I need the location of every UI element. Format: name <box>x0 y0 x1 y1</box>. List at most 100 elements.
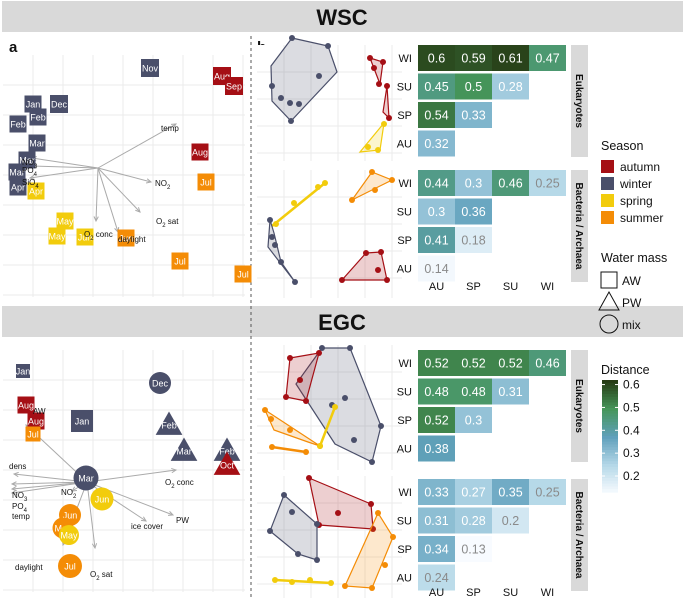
cell-value: 0.46 <box>535 357 559 371</box>
subscript: 2 <box>171 484 175 490</box>
heatmap-cell <box>418 198 455 225</box>
marker-square <box>8 163 26 181</box>
cell-value: 0.18 <box>461 234 485 248</box>
cell-value: 0.54 <box>424 109 448 123</box>
marker-square <box>27 412 45 430</box>
heatmap-cell <box>455 45 492 71</box>
cluster-point <box>367 55 373 61</box>
marker-label: Jan <box>75 417 90 427</box>
cluster-point <box>291 200 297 206</box>
marker-label: Dec <box>51 100 68 110</box>
colorbar-segment <box>602 399 618 403</box>
season-swatch <box>601 194 614 207</box>
marker-square <box>9 115 27 133</box>
colorbar-segment <box>602 413 618 417</box>
cluster-point <box>390 534 396 540</box>
marker-square <box>17 396 35 414</box>
cluster-point <box>267 528 273 534</box>
heatmap-cell <box>455 198 492 225</box>
wsc-header: WSC <box>2 1 683 32</box>
heatmap-cell <box>418 350 455 376</box>
heatmap-cell <box>418 479 455 505</box>
marker-square <box>50 95 68 113</box>
colorbar-segment <box>602 427 618 431</box>
marker-label: Jul <box>174 257 186 267</box>
cluster-point <box>342 583 348 589</box>
vector-label: dens <box>9 462 26 471</box>
marker-square <box>16 364 30 378</box>
cluster-point <box>375 510 381 516</box>
x-axis-label: SU <box>503 281 518 293</box>
cluster-point <box>332 404 338 410</box>
facet-strip-label: Eukaryotes <box>573 74 584 128</box>
cluster-point <box>314 521 320 527</box>
cell-value: 0.31 <box>498 385 522 399</box>
panel-label-a: a <box>9 39 18 56</box>
cluster-point <box>347 345 353 351</box>
cluster-hull <box>382 85 390 120</box>
colorbar-segment <box>602 422 618 426</box>
season-label: summer <box>620 211 663 225</box>
heatmap-cell <box>492 507 529 534</box>
cell-value: 0.31 <box>424 514 448 528</box>
vector-arrow <box>97 167 141 213</box>
cluster-point <box>349 197 355 203</box>
cluster-point <box>339 277 345 283</box>
heatmap-cell <box>455 479 492 505</box>
heatmap-cell <box>418 45 455 71</box>
colorbar-tick-label: 0.6 <box>623 378 640 392</box>
facet-strip-label: Bacteria / Archaea <box>573 183 584 270</box>
vector-arrow <box>31 165 99 169</box>
heatmap-cell <box>455 73 492 100</box>
colorbar-segment <box>602 464 618 468</box>
plot-background <box>257 476 402 598</box>
cluster-point <box>351 437 357 443</box>
distance-heatmaps: WI 0.6 0.59 0.61 0.47 SU 0.45 0.5 0.28 SP 0.54 0.33… <box>397 45 588 599</box>
cell-value: 0.61 <box>498 52 522 66</box>
cluster-point <box>303 449 309 455</box>
colorbar-segment <box>602 394 618 398</box>
cluster-point <box>328 580 334 586</box>
vector-label: AW <box>33 407 46 416</box>
cell-value: 0.38 <box>424 442 448 456</box>
marker-label: Aug <box>28 417 44 427</box>
marker-label: Jul <box>237 270 249 280</box>
colorbar-segment <box>602 461 618 465</box>
row-label: AU <box>397 444 412 456</box>
cell-value: 0.3 <box>465 414 482 428</box>
marker-label: Jun <box>119 234 134 244</box>
cluster-point <box>325 43 331 49</box>
vector-arrow <box>31 157 99 169</box>
heatmap-cell <box>455 378 492 405</box>
cluster-point <box>378 423 384 429</box>
cluster-point <box>287 427 293 433</box>
row-label: SP <box>397 544 412 556</box>
cluster-hull <box>269 493 318 561</box>
row-label: SU <box>397 82 412 94</box>
cell-value: 0.48 <box>424 385 448 399</box>
x-axis-label: AU <box>429 281 444 293</box>
marker-triangle <box>170 437 198 461</box>
heatmap-cell <box>455 536 492 562</box>
colorbar-segment <box>602 396 618 401</box>
cell-value: 0.25 <box>535 486 559 500</box>
row-label: SU <box>397 207 412 219</box>
subscript: 3 <box>24 497 28 503</box>
heatmap-cell <box>418 170 455 196</box>
colorbar-segment <box>602 419 618 423</box>
marker-label: Dec <box>152 379 169 389</box>
cluster-point <box>269 234 275 240</box>
colorbar-segment <box>602 380 618 384</box>
marker-square <box>71 410 93 432</box>
heatmap-cell <box>455 227 492 253</box>
row-label: AU <box>397 573 412 585</box>
cluster-point <box>375 147 381 153</box>
cell-value: 0.24 <box>424 571 448 585</box>
marker-square <box>28 134 46 152</box>
heatmap-cell <box>418 73 455 100</box>
season-label: winter <box>619 177 652 191</box>
cluster-point <box>315 184 321 190</box>
colorbar-segment <box>602 486 618 490</box>
colorbar-segment <box>602 483 618 487</box>
heatmap-cell <box>418 378 455 405</box>
